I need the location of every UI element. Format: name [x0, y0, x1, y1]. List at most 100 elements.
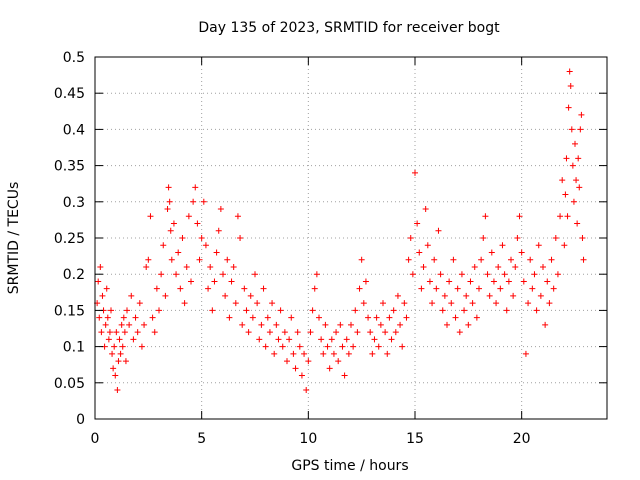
data-point: [478, 256, 485, 263]
data-point: [405, 256, 412, 263]
data-point: [149, 314, 156, 321]
data-point: [167, 227, 174, 234]
data-point: [294, 329, 301, 336]
data-point: [113, 329, 120, 336]
data-point: [484, 271, 491, 278]
data-point: [394, 292, 401, 299]
data-point: [290, 350, 297, 357]
data-point: [239, 321, 246, 328]
y-tick-label: 0.35: [54, 159, 85, 175]
y-tick-label: 0: [76, 412, 85, 428]
data-point: [241, 285, 248, 292]
data-point: [480, 235, 487, 241]
data-point: [205, 285, 212, 292]
data-point: [493, 300, 500, 307]
data-point: [469, 300, 476, 307]
y-axis-label: SRMTID / TECUs: [6, 182, 22, 295]
y-tick-label: 0.45: [54, 86, 85, 102]
data-point: [260, 285, 267, 292]
data-point: [577, 126, 584, 133]
y-tick-label: 0.1: [63, 340, 85, 356]
axis-ticks: [94, 56, 607, 420]
data-point: [565, 104, 572, 111]
x-tick-label: 20: [513, 431, 531, 447]
data-point: [503, 307, 510, 314]
data-point: [505, 278, 512, 285]
data-point: [473, 314, 480, 321]
data-point: [288, 314, 295, 321]
data-point: [330, 350, 337, 357]
y-tick-label: 0.2: [63, 267, 85, 283]
data-point: [316, 314, 322, 321]
data-point: [522, 350, 529, 357]
data-point: [269, 300, 276, 307]
data-point: [495, 263, 502, 270]
data-point: [548, 256, 555, 263]
data-point: [550, 285, 557, 292]
data-point: [433, 285, 440, 292]
data-point: [461, 307, 468, 314]
data-point: [247, 292, 254, 299]
data-point: [420, 263, 427, 270]
data-point: [264, 314, 271, 321]
data-point: [177, 285, 184, 292]
data-point: [390, 307, 397, 314]
data-point: [213, 249, 220, 256]
data-point: [128, 292, 135, 299]
data-point: [224, 256, 231, 263]
data-point: [181, 300, 188, 307]
data-point: [228, 278, 235, 285]
y-tick-label: 0.5: [63, 50, 85, 66]
data-point: [554, 271, 561, 278]
data-point: [207, 263, 214, 270]
data-point: [356, 285, 363, 292]
data-point: [309, 307, 316, 314]
data-point: [97, 263, 104, 270]
data-point: [335, 358, 342, 365]
data-point: [106, 329, 113, 336]
data-point: [439, 307, 446, 314]
x-tick-label: 10: [299, 431, 317, 447]
grid-lines: [95, 57, 607, 419]
data-point: [574, 220, 581, 227]
data-point: [200, 198, 207, 205]
data-point: [542, 321, 549, 328]
data-point: [252, 271, 258, 278]
data-point: [165, 184, 172, 191]
data-point: [568, 126, 575, 133]
data-point: [426, 278, 433, 285]
data-point: [311, 285, 318, 292]
data-point: [499, 242, 506, 249]
data-point: [510, 292, 517, 299]
data-point: [516, 213, 523, 220]
data-point: [232, 300, 239, 307]
x-tick-label: 0: [91, 431, 100, 447]
data-point: [437, 271, 444, 278]
y-tick-label: 0.05: [54, 376, 85, 392]
x-axis-label: GPS time / hours: [291, 458, 408, 474]
data-point: [375, 343, 382, 350]
data-point: [486, 292, 493, 299]
data-point: [520, 278, 527, 285]
data-point: [292, 365, 299, 372]
data-point: [102, 321, 109, 328]
data-point: [508, 256, 514, 263]
data-point: [435, 227, 442, 234]
data-point: [303, 387, 310, 394]
data-point: [424, 242, 431, 249]
data-point: [407, 235, 414, 241]
data-point: [185, 213, 192, 220]
data-point: [501, 271, 508, 278]
data-point: [382, 329, 389, 336]
data-point: [110, 365, 117, 372]
data-point: [122, 358, 129, 365]
data-point: [566, 68, 573, 75]
data-point: [226, 314, 233, 321]
data-point: [482, 213, 489, 220]
data-point: [561, 242, 568, 249]
data-point: [183, 263, 190, 270]
data-point: [352, 307, 359, 314]
data-point: [96, 314, 103, 321]
data-point: [467, 278, 474, 285]
data-point: [365, 314, 372, 321]
